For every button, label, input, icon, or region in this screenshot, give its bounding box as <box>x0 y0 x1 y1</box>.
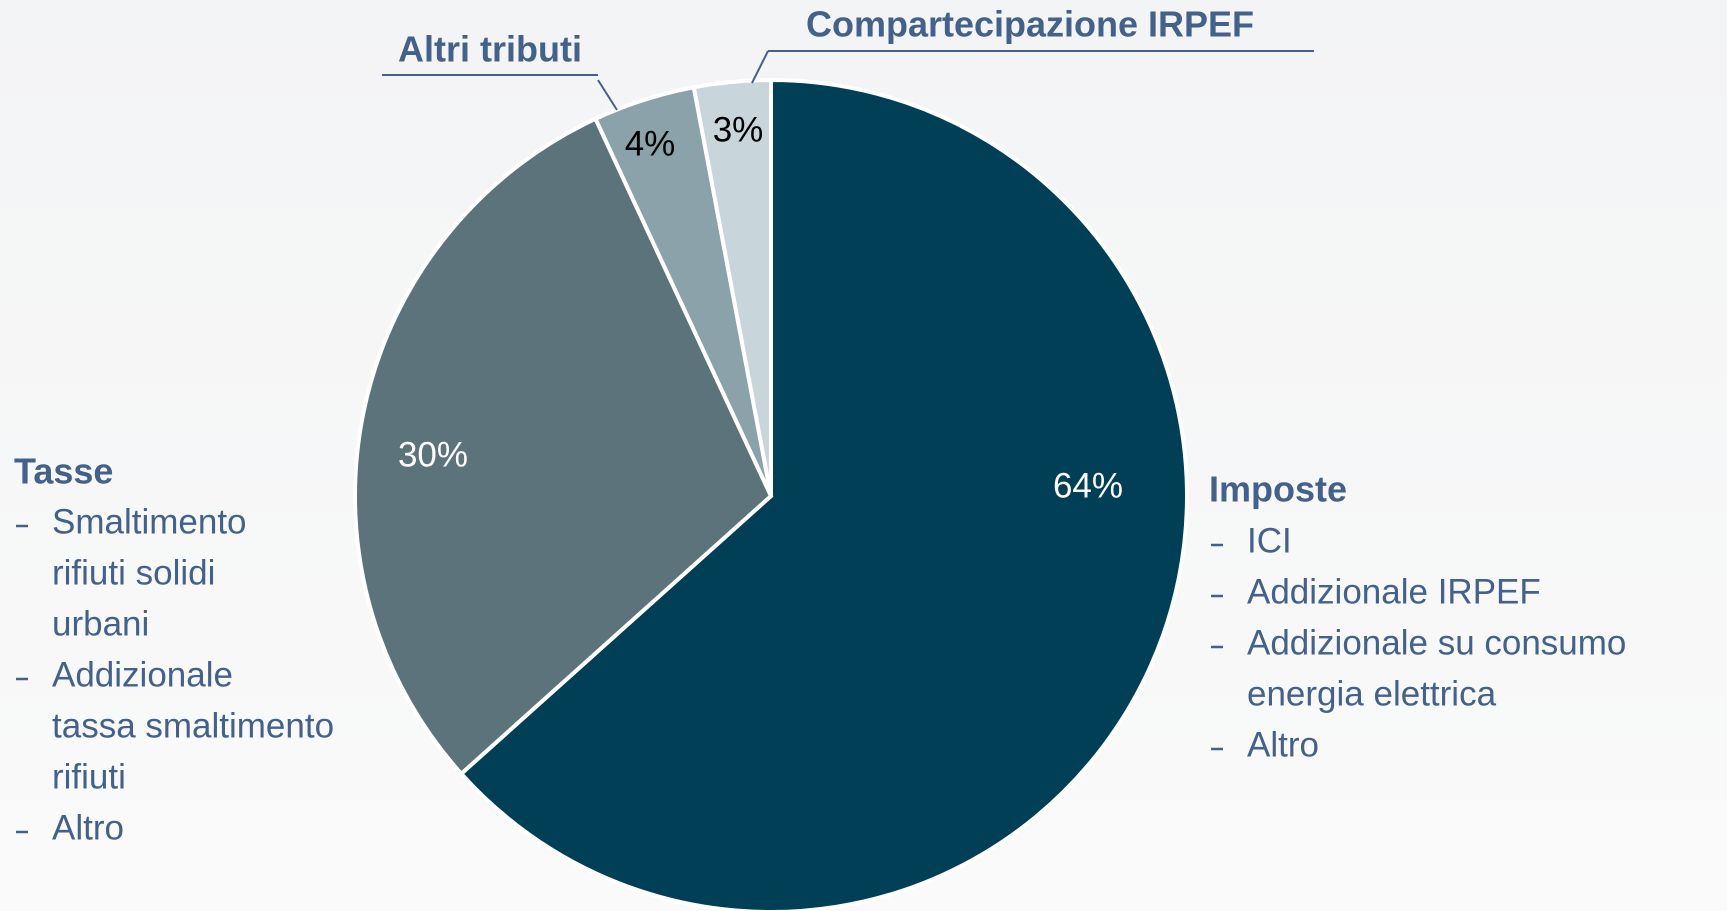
leader-line <box>751 50 769 84</box>
detail-line: Addizionale su consumo <box>1247 623 1626 662</box>
detail-line: Altro <box>1247 725 1319 764</box>
detail-line: Addizionale <box>52 655 233 694</box>
category-label: Tasse <box>14 451 113 492</box>
detail-line: energia elettrica <box>1247 674 1497 713</box>
category-label: Compartecipazione IRPEF <box>806 4 1254 45</box>
category-label: Altri tributi <box>398 29 582 70</box>
value-label: 30% <box>398 435 468 474</box>
leader-line <box>597 79 618 111</box>
value-label: 3% <box>713 110 764 149</box>
detail-line: rifiuti <box>52 757 126 796</box>
pie-slice <box>691 77 773 497</box>
detail-line: ICI <box>1247 521 1292 560</box>
detail-line: tassa smaltimento <box>52 706 334 745</box>
detail-line: Smaltimento <box>52 502 247 541</box>
value-label: 64% <box>1053 466 1123 505</box>
pie-slice <box>458 77 1189 911</box>
detail-line: rifiuti solidi <box>52 553 215 592</box>
category-label: Imposte <box>1209 469 1347 510</box>
detail-line: Addizionale IRPEF <box>1247 572 1541 611</box>
value-label: 4% <box>625 124 676 163</box>
detail-line: Altro <box>52 808 124 847</box>
pie-slice <box>353 116 774 777</box>
detail-line: urbani <box>52 604 149 643</box>
